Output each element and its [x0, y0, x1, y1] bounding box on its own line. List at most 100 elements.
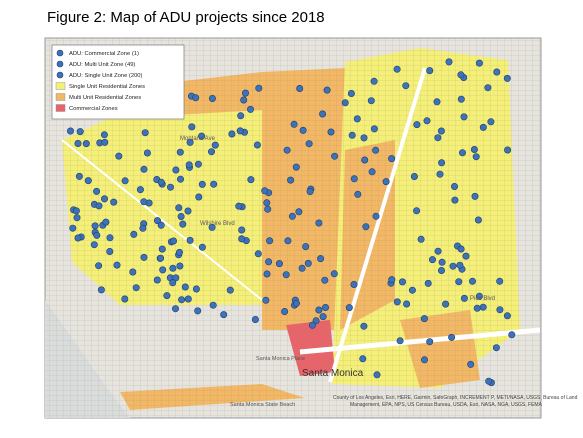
adu-point	[139, 224, 147, 232]
legend-label: Single Unit Residential Zones	[69, 84, 145, 90]
adu-point	[420, 315, 428, 323]
adu-point	[100, 131, 108, 139]
adu-point	[456, 261, 464, 269]
legend-label: Multi Unit Residential Zones	[69, 95, 141, 101]
legend-box	[51, 44, 185, 120]
adu-point	[238, 226, 246, 234]
adu-point	[470, 146, 478, 154]
adu-point	[426, 67, 434, 75]
adu-point	[475, 292, 483, 300]
adu-point	[372, 146, 380, 154]
adu-point	[471, 192, 479, 200]
legend-point	[56, 71, 64, 79]
adu-point	[331, 152, 339, 160]
adu-point	[438, 258, 446, 266]
adu-point	[503, 74, 511, 82]
adu-point	[75, 172, 83, 180]
adu-point	[74, 140, 82, 148]
freeway	[299, 327, 541, 355]
adu-point	[420, 356, 428, 364]
attribution: Management, EPA, NPS, US Census Bureau, …	[350, 402, 543, 408]
legend: ADU: Commercial Zone (1) ADU: Multi Unit …	[51, 44, 185, 120]
adu-point	[462, 252, 470, 260]
adu-point	[72, 207, 80, 215]
adu-point	[408, 286, 416, 294]
legend-items: ADU: Commercial Zone (1) ADU: Multi Unit …	[55, 49, 145, 112]
adu-point	[236, 127, 244, 135]
adu-point	[451, 196, 459, 204]
adu-point	[372, 212, 380, 220]
adu-point	[319, 313, 327, 321]
road	[328, 67, 427, 383]
adu-point	[163, 292, 171, 300]
adu-point	[434, 247, 442, 255]
adu-point	[445, 58, 453, 66]
adu-point	[290, 120, 298, 128]
adu-point	[370, 125, 378, 133]
adu-point	[288, 212, 296, 220]
adu-point	[359, 355, 367, 363]
adu-point	[235, 202, 243, 210]
adu-point	[208, 223, 216, 231]
adu-point	[315, 306, 323, 314]
adu-point	[153, 276, 161, 284]
adu-point	[247, 176, 255, 184]
adu-point	[393, 298, 401, 306]
adu-point	[305, 140, 313, 148]
adu-point	[170, 237, 178, 245]
adu-point	[347, 90, 355, 98]
adu-point	[192, 285, 200, 293]
adu-point	[398, 278, 406, 286]
adu-point	[102, 218, 110, 226]
adu-point	[458, 149, 466, 157]
street-label: Wilshire Blvd	[200, 221, 235, 227]
adu-point	[350, 280, 358, 288]
adu-point	[195, 193, 203, 201]
adu-point	[350, 175, 358, 183]
adu-point	[176, 148, 184, 156]
adu-point	[172, 305, 180, 313]
adu-point	[265, 258, 273, 266]
adu-point	[181, 283, 189, 291]
adu-point	[198, 180, 206, 188]
adu-point	[130, 230, 138, 238]
adu-point	[176, 262, 184, 270]
legend-label: ADU: Multi Unit Zone (49)	[69, 62, 135, 68]
adu-point	[253, 141, 261, 149]
adu-point	[237, 112, 245, 120]
adu-point	[143, 149, 151, 157]
adu-point	[361, 156, 369, 164]
adu-point	[403, 300, 411, 308]
adu-point	[496, 306, 504, 314]
adu-point	[95, 202, 103, 210]
adu-point	[97, 286, 105, 294]
adu-point	[242, 89, 250, 97]
adu-point	[472, 153, 480, 161]
adu-point	[373, 371, 381, 379]
adu-point	[238, 235, 246, 243]
adu-point	[178, 296, 186, 304]
adu-point	[228, 130, 236, 138]
adu-point	[503, 312, 511, 320]
adu-point	[184, 295, 192, 303]
adu-point	[240, 96, 248, 104]
adu-point	[84, 177, 92, 185]
adu-point	[299, 126, 307, 134]
legend-swatch	[55, 104, 66, 112]
adu-point	[129, 268, 137, 276]
adu-point	[457, 245, 465, 253]
adu-point	[226, 286, 234, 294]
adu-point	[315, 219, 323, 227]
adu-point	[473, 304, 481, 312]
adu-point	[95, 262, 103, 270]
adu-point	[442, 300, 450, 308]
adu-point	[93, 231, 101, 239]
adu-point	[132, 284, 140, 292]
adu-point	[275, 260, 283, 268]
adu-point	[292, 163, 300, 171]
adu-point	[176, 248, 184, 256]
adu-point	[106, 234, 114, 242]
adu-point	[475, 59, 483, 67]
adu-point	[110, 198, 118, 206]
adu-point	[157, 178, 165, 186]
